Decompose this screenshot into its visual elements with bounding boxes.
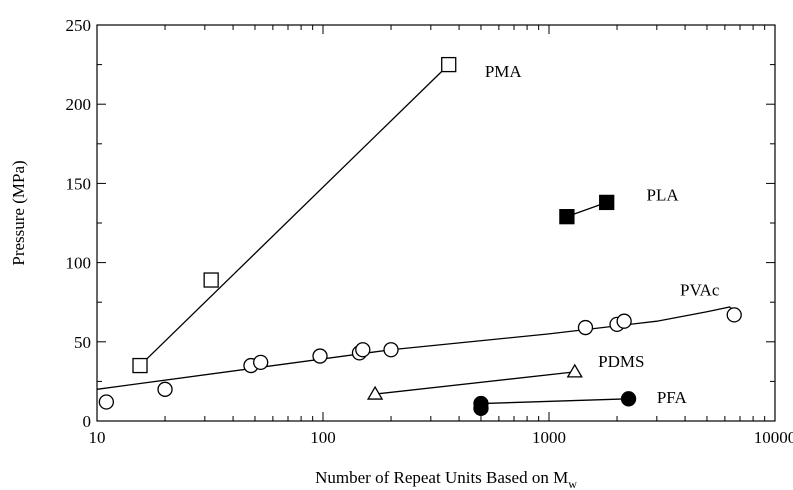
data-point-pdms <box>566 363 583 378</box>
data-point-pvac <box>355 342 371 358</box>
data-point-pvac <box>616 313 632 329</box>
y-tick-label: 100 <box>66 254 92 273</box>
data-point-pma <box>441 56 457 73</box>
y-tick-label: 200 <box>66 95 92 114</box>
data-point-pvac <box>726 307 742 323</box>
x-tick-label: 1000 <box>532 428 566 447</box>
x-tick-label: 10 <box>89 428 106 447</box>
data-point-pvac <box>577 319 594 336</box>
fit-line-pvac <box>96 306 735 390</box>
data-point-pvac <box>312 348 328 364</box>
data-point-pvac <box>98 394 115 410</box>
data-point-pvac <box>157 381 173 397</box>
plot-frame <box>96 24 776 422</box>
data-point-pdms <box>366 385 384 400</box>
data-point-pvac <box>253 354 269 371</box>
series-label-pla: PLA <box>646 185 679 204</box>
x-axis-label-subscript: w <box>568 477 577 490</box>
data-point-pvac <box>383 342 399 358</box>
y-tick-label: 50 <box>74 333 91 352</box>
series-label-pfa: PFA <box>657 388 688 407</box>
y-tick-label: 250 <box>66 16 92 35</box>
y-tick-label: 0 <box>83 412 92 431</box>
data-point-pfa <box>620 391 637 407</box>
series-label-pma: PMA <box>485 62 523 81</box>
data-point-pma <box>132 357 148 374</box>
axes: 0 50 100 150 200 250 10 100 1000 10000 <box>66 16 793 447</box>
x-tick-label: 10000 <box>754 428 793 447</box>
data-points <box>98 56 742 416</box>
y-tick-label: 150 <box>66 174 92 193</box>
series-label-pvac: PVAc <box>680 281 720 300</box>
fit-line-pdms <box>375 371 575 395</box>
x-axis-label: Number of Repeat Units Based on Mw <box>315 468 577 490</box>
series-label-pdms: PDMS <box>598 352 644 371</box>
y-axis-label: Pressure (MPa) <box>9 160 28 265</box>
data-point-pma <box>203 272 219 288</box>
data-point-pla <box>599 194 615 211</box>
series-labels: PMA PLA PVAc PDMS PFA <box>485 62 720 407</box>
data-point-pla <box>559 209 575 225</box>
fit-line-pma <box>139 64 450 367</box>
x-tick-label: 100 <box>310 428 336 447</box>
data-point-pfa <box>473 395 489 412</box>
fit-line-pfa <box>480 398 629 405</box>
